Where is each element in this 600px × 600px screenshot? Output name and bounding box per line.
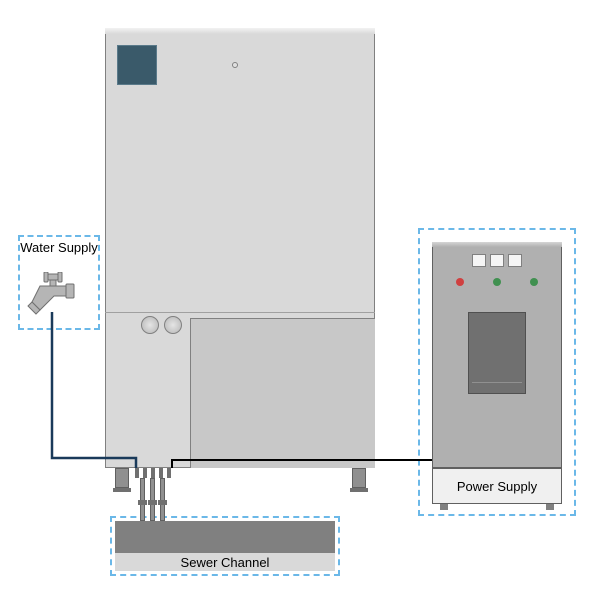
power-cable: [0, 0, 600, 600]
